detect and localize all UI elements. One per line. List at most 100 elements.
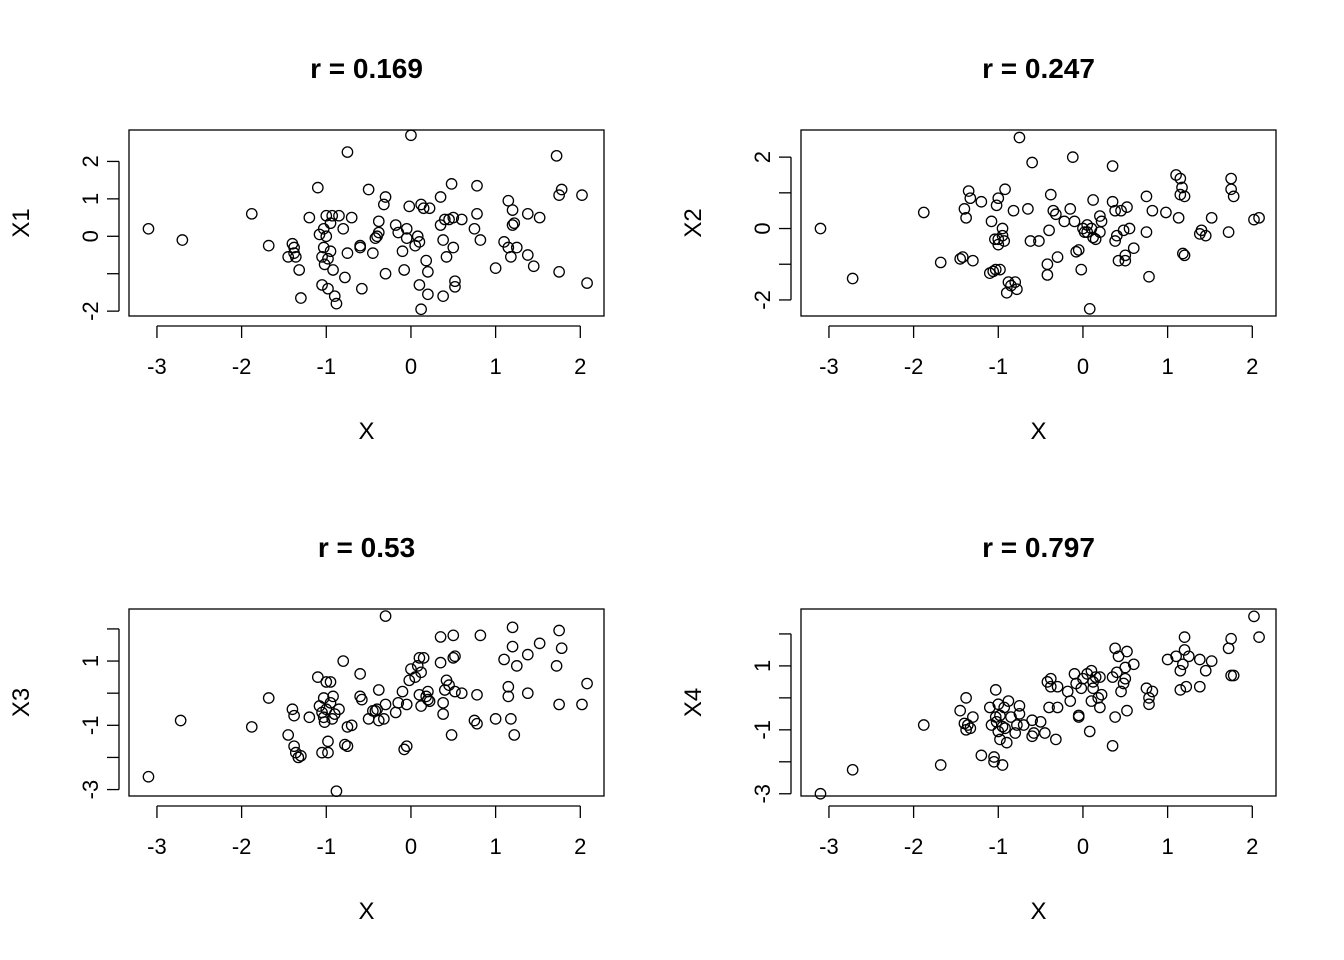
data-point — [1109, 711, 1121, 723]
data-point — [420, 254, 433, 267]
x-axis: -3 -2 -1 0 1 2 — [819, 805, 1258, 859]
x-tick-label: -3 — [147, 834, 167, 859]
data-point — [445, 729, 458, 741]
data-point — [917, 206, 930, 219]
plot-frame — [128, 129, 605, 317]
data-point — [1007, 204, 1020, 217]
data-point — [1051, 701, 1064, 714]
data-point — [355, 282, 368, 295]
data-point — [333, 209, 345, 222]
data-point — [1225, 183, 1237, 196]
data-point — [303, 711, 316, 724]
data-point — [1050, 733, 1062, 746]
data-point — [1248, 213, 1260, 226]
data-point — [1146, 685, 1159, 698]
data-point — [1106, 195, 1119, 208]
data-point — [505, 251, 517, 263]
y-axis-label: X2 — [680, 208, 707, 237]
data-point — [289, 251, 302, 263]
data-point — [1085, 664, 1098, 677]
data-point — [505, 713, 517, 725]
data-point — [1013, 700, 1026, 712]
data-point — [322, 252, 334, 265]
data-point — [498, 653, 510, 666]
data-point — [372, 684, 385, 696]
data-point — [506, 621, 519, 634]
data-point — [354, 241, 366, 254]
x-tick-label: 0 — [1077, 354, 1089, 379]
data-point — [415, 303, 427, 316]
data-point — [400, 222, 413, 235]
data-point — [413, 279, 426, 291]
y-axis-label: X4 — [680, 688, 707, 717]
data-point — [417, 651, 430, 664]
data-point — [1199, 664, 1212, 677]
data-point — [455, 213, 468, 226]
y-tick-label: 2 — [750, 151, 775, 163]
data-point — [449, 650, 461, 663]
data-point — [967, 254, 979, 267]
data-points — [142, 129, 593, 316]
data-point — [1039, 727, 1051, 739]
data-point — [1109, 204, 1121, 217]
data-point — [1064, 695, 1077, 707]
x-tick-label: -2 — [232, 354, 252, 379]
data-point — [1121, 645, 1133, 658]
data-point — [468, 222, 481, 235]
data-point — [964, 722, 977, 735]
data-point — [403, 674, 416, 687]
data-point — [553, 624, 565, 637]
data-point — [521, 687, 534, 700]
data-point — [1248, 610, 1260, 623]
data-point — [398, 743, 411, 756]
data-point — [326, 209, 339, 222]
x-tick-label: 1 — [489, 834, 501, 859]
data-point — [437, 290, 449, 303]
data-point — [372, 714, 385, 727]
scatter-panel-3: r = 0.53 -3 -2 -1 0 1 2 X -3 -1 1 X3 — [8, 532, 605, 925]
data-point — [389, 219, 402, 231]
data-point — [324, 217, 337, 230]
x-tick-label: -3 — [819, 834, 839, 859]
data-point — [1121, 704, 1133, 717]
data-point — [999, 722, 1011, 735]
data-point — [956, 251, 969, 263]
data-point — [1253, 631, 1265, 643]
data-point — [553, 698, 565, 711]
data-point — [1026, 156, 1038, 169]
data-point — [372, 226, 385, 239]
data-point — [502, 680, 515, 693]
data-point — [437, 234, 449, 246]
x-tick-label: 2 — [574, 834, 586, 859]
data-point — [1205, 655, 1218, 667]
data-point — [1089, 671, 1102, 683]
data-points — [814, 610, 1265, 800]
x-tick-label: 1 — [1161, 834, 1173, 859]
x-axis-label: X — [1030, 418, 1046, 445]
data-point — [339, 271, 351, 284]
data-point — [1225, 669, 1237, 682]
data-point — [1222, 642, 1235, 655]
data-point — [317, 241, 330, 254]
data-point — [262, 692, 275, 704]
data-point — [415, 666, 427, 679]
data-point — [533, 637, 546, 650]
data-point — [422, 693, 434, 706]
data-point — [1043, 701, 1055, 714]
data-point — [1044, 672, 1057, 685]
data-point — [1043, 224, 1055, 237]
x-tick-label: 2 — [1246, 354, 1258, 379]
x-tick-label: 1 — [1161, 354, 1173, 379]
data-point — [341, 146, 354, 158]
y-tick-label: 1 — [750, 660, 775, 672]
data-point — [1075, 263, 1088, 276]
data-point — [1222, 226, 1235, 238]
data-point — [413, 651, 426, 664]
data-point — [550, 149, 563, 162]
data-point — [293, 264, 306, 276]
data-point — [369, 232, 382, 245]
data-point — [282, 251, 295, 263]
data-point — [1041, 258, 1054, 271]
data-point — [362, 183, 375, 196]
